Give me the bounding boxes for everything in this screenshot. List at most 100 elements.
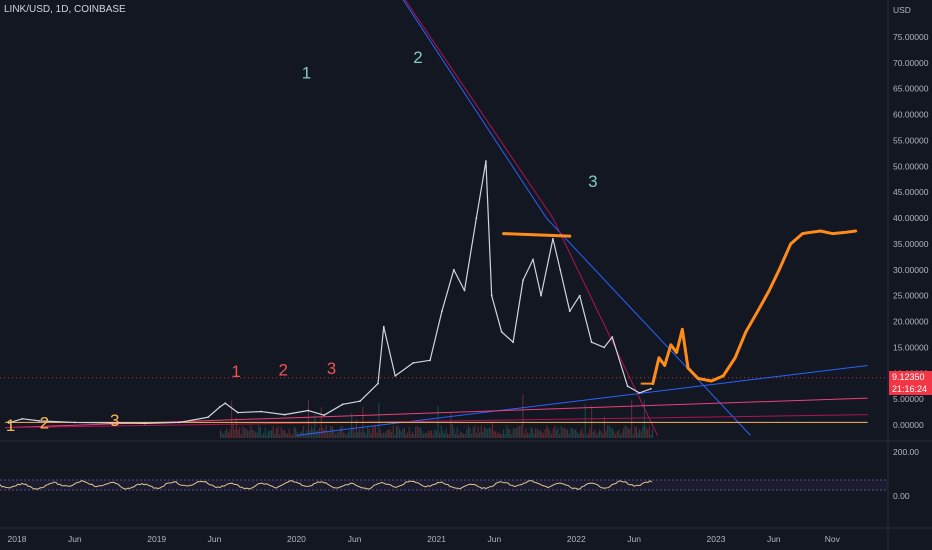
price-point	[626, 385, 629, 388]
volume-bar	[226, 428, 228, 438]
volume-bar	[397, 425, 399, 438]
volume-bar	[394, 434, 396, 438]
volume-bar	[339, 427, 341, 438]
volume-bar	[495, 431, 497, 438]
projection-point	[710, 380, 713, 382]
volume-bar	[605, 430, 607, 438]
volume-bar	[507, 428, 509, 438]
wave-label-1: 1	[302, 63, 311, 82]
projection-point	[808, 231, 810, 234]
wave-label-5: 2	[278, 360, 287, 379]
volume-bar	[240, 434, 242, 438]
volume-bar	[583, 433, 585, 438]
y-tick-label: 30.00000	[893, 265, 929, 275]
volume-bar	[635, 427, 637, 438]
volume-bar	[303, 425, 305, 438]
projection-point	[734, 356, 736, 359]
volume-bar	[632, 434, 634, 438]
volume-bar	[251, 430, 253, 438]
volume-bar	[242, 426, 244, 438]
volume-bar	[426, 432, 428, 438]
x-tick-label: Jun	[767, 534, 781, 544]
volume-bar	[642, 426, 644, 438]
volume-bar	[234, 429, 236, 438]
price-point	[341, 403, 344, 406]
price-point	[650, 387, 652, 390]
volume-bar	[483, 427, 485, 438]
volume-bar	[266, 434, 268, 438]
volume-bar	[352, 426, 354, 438]
chart-title: LINK/USD, 1D, COINBASE	[4, 4, 126, 15]
price-point	[429, 359, 431, 362]
projection-point	[687, 367, 689, 369]
wave-label-9: 3	[110, 411, 119, 430]
volume-bar	[427, 430, 429, 438]
trendline-3	[296, 365, 868, 436]
projection-point	[778, 269, 780, 271]
volume-bar	[551, 434, 553, 438]
volume-bar	[327, 431, 329, 438]
volume-bar	[440, 425, 442, 438]
y-tick-label: 65.00000	[893, 84, 929, 94]
x-tick-label: 2018	[8, 534, 27, 544]
volume-bar	[575, 429, 577, 438]
oscillator-band	[0, 480, 888, 490]
y-tick-label: 0.00000	[893, 420, 924, 430]
y-tick-label: 20.00000	[893, 317, 929, 327]
x-tick-label: Nov	[825, 534, 841, 544]
volume-bar	[231, 400, 233, 438]
volume-bar	[547, 428, 549, 438]
volume-bar	[370, 433, 372, 438]
projection-point	[697, 377, 699, 380]
volume-bar	[333, 430, 335, 438]
volume-bar	[618, 429, 620, 438]
volume-bar	[480, 425, 482, 438]
volume-bar	[587, 433, 589, 438]
volume-bar	[511, 434, 513, 438]
wave-label-8: 2	[40, 414, 49, 433]
volume-bar	[559, 434, 561, 438]
projection-point	[843, 231, 845, 234]
volume-bar	[563, 427, 565, 438]
volume-bar	[277, 426, 279, 438]
volume-bar	[491, 423, 493, 438]
price-point	[512, 341, 515, 344]
volume-bar	[432, 434, 434, 438]
volume-bar	[346, 434, 348, 438]
volume-bar	[570, 427, 572, 438]
volume-bar	[608, 425, 610, 438]
volume-bar	[512, 428, 514, 438]
volume-bar	[554, 425, 556, 438]
volume-bar	[288, 428, 290, 438]
volume-bar	[328, 432, 330, 438]
volume-bar	[514, 427, 516, 438]
volume-bar	[307, 399, 309, 438]
price-point	[38, 419, 41, 422]
volume-bar	[275, 428, 277, 438]
volume-bar	[410, 434, 412, 438]
wave-label-4: 1	[231, 362, 240, 381]
volume-bar	[424, 432, 426, 438]
price-point	[611, 336, 614, 338]
volume-bar	[579, 430, 581, 438]
volume-bar	[463, 433, 465, 438]
volume-bar	[600, 431, 602, 438]
volume-bar	[343, 432, 345, 438]
volume-bar	[243, 428, 245, 438]
volume-bar	[536, 428, 538, 438]
volume-bar	[650, 434, 652, 438]
volume-bar	[461, 432, 463, 438]
y-tick-label: 15.00000	[893, 342, 929, 352]
volume-bar	[603, 416, 605, 438]
volume-bar	[250, 425, 252, 438]
wave-label-2: 2	[413, 48, 422, 67]
price-point	[559, 268, 562, 271]
volume-bar	[227, 432, 229, 438]
price-point	[394, 374, 397, 377]
volume-bar	[434, 429, 436, 438]
volume-bar	[560, 425, 562, 438]
price-point	[283, 413, 286, 416]
volume-bar	[221, 432, 223, 438]
price-point	[143, 422, 146, 425]
